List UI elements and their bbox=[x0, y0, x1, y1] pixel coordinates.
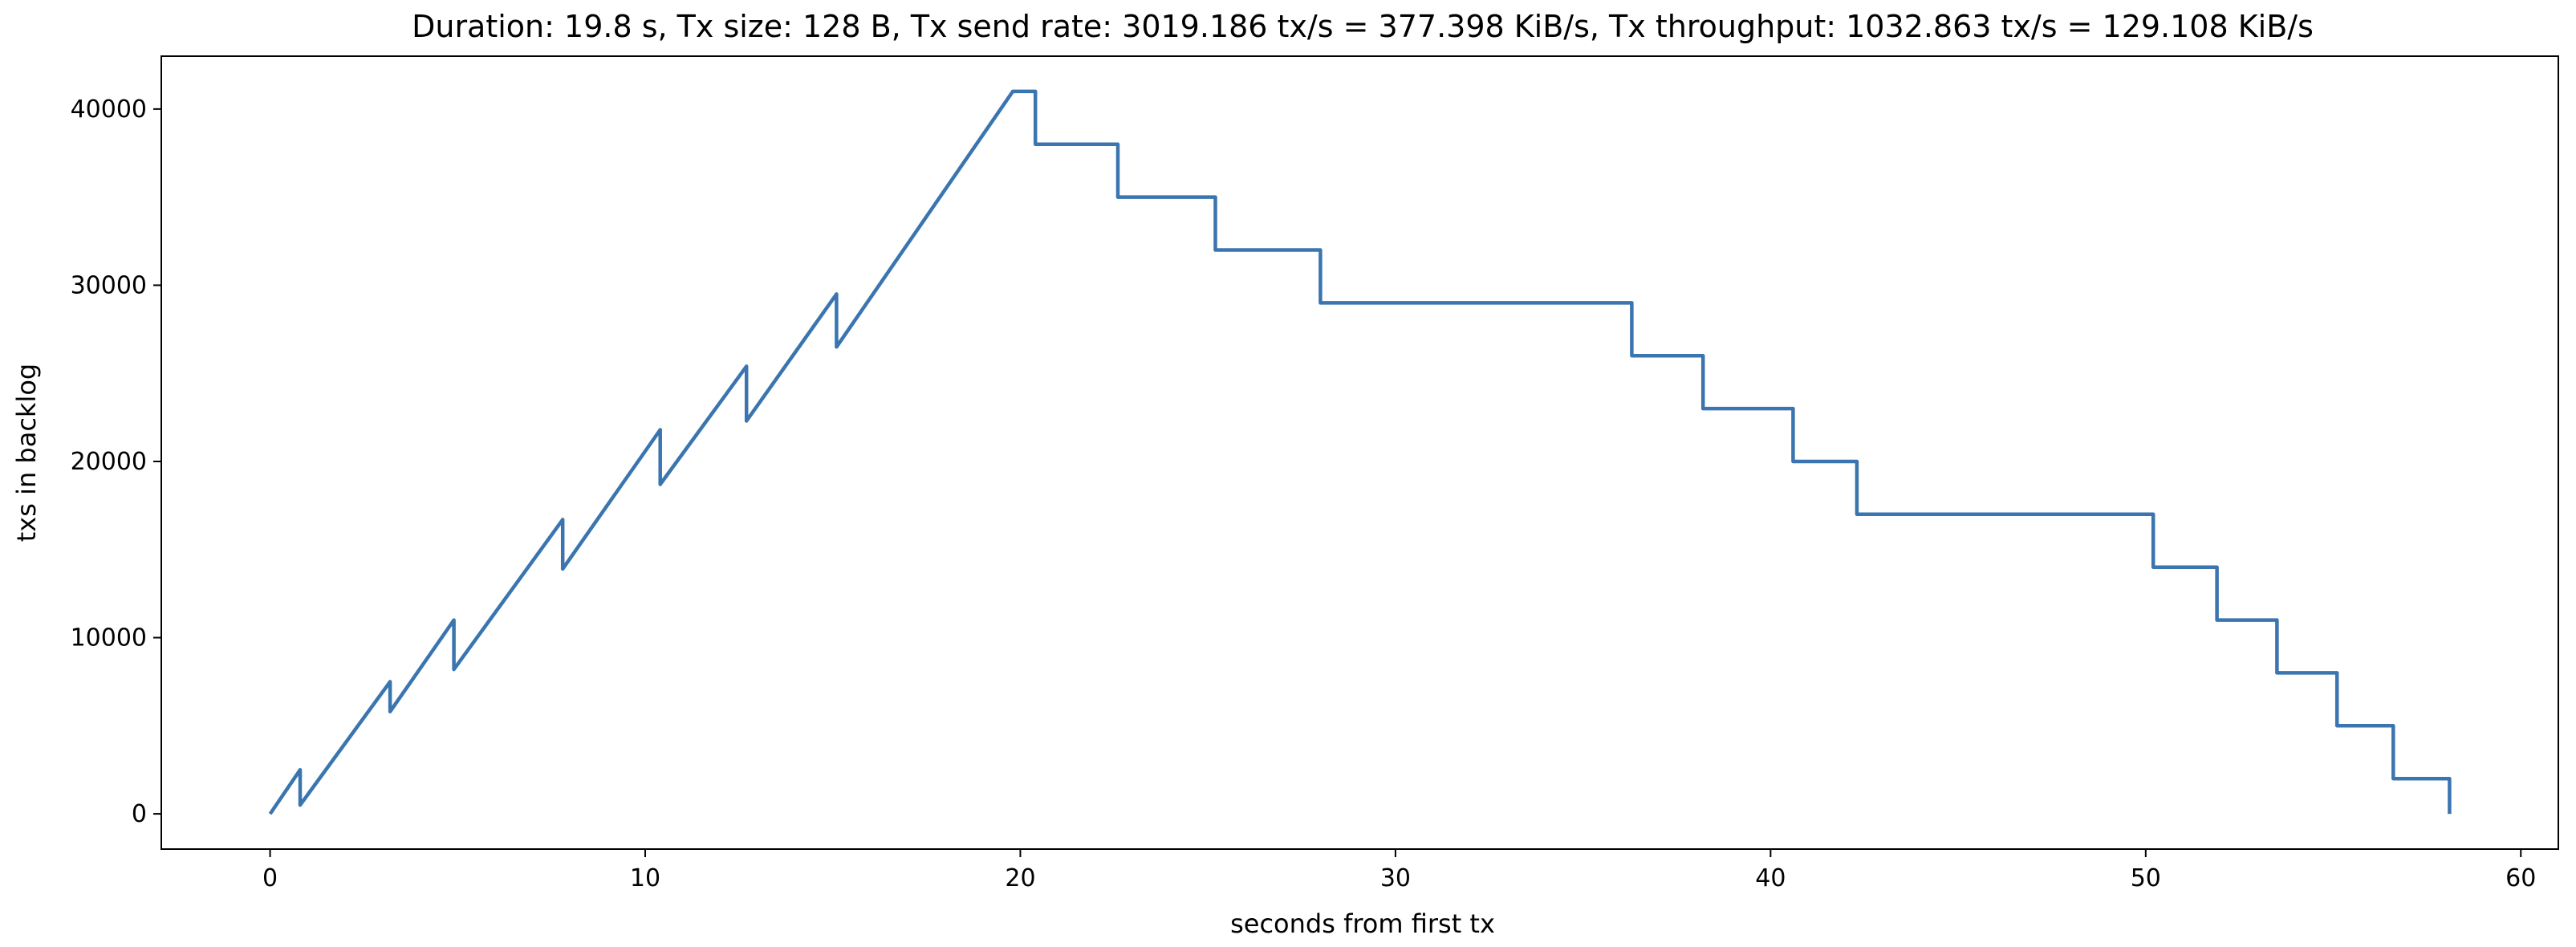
y-axis: 0 10000 20000 30000 40000 bbox=[71, 96, 161, 828]
x-tick-label: 30 bbox=[1380, 864, 1411, 892]
x-tick-label: 60 bbox=[2505, 864, 2536, 892]
y-tick-label: 40000 bbox=[71, 96, 147, 124]
x-axis: 0 10 20 30 40 50 60 bbox=[262, 849, 2536, 892]
chart-title: Duration: 19.8 s, Tx size: 128 B, Tx sen… bbox=[412, 9, 2314, 44]
plot-frame bbox=[160, 55, 2559, 850]
y-tick-label: 0 bbox=[132, 800, 147, 828]
x-tick-label: 0 bbox=[262, 864, 278, 892]
y-tick-label: 10000 bbox=[71, 624, 147, 652]
y-axis-label: txs in backlog bbox=[11, 364, 42, 543]
x-tick-label: 50 bbox=[2131, 864, 2161, 892]
y-tick-label: 20000 bbox=[71, 448, 147, 476]
x-axis-label: seconds from first tx bbox=[1230, 908, 1495, 939]
x-tick-label: 40 bbox=[1755, 864, 1786, 892]
x-tick-label: 20 bbox=[1005, 864, 1035, 892]
backlog-series-line bbox=[268, 89, 2452, 815]
x-tick-label: 10 bbox=[630, 864, 660, 892]
y-tick-label: 30000 bbox=[71, 271, 147, 299]
